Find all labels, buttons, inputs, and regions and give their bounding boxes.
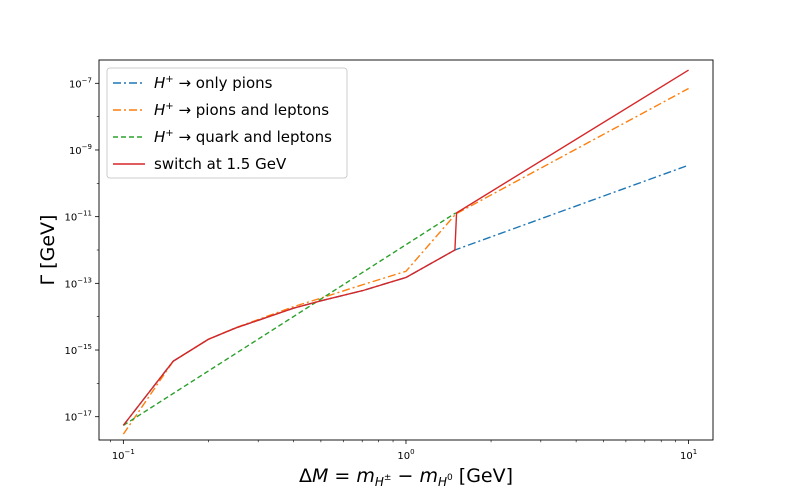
y-tick-label: 10−13 <box>64 276 92 290</box>
y-tick-label: 10−15 <box>64 343 92 357</box>
y-axis-title: Γ [GeV] <box>37 215 59 286</box>
ticks-layer: 10−1 100 101 10−17 10−15 10−13 10−11 10−9 10−7 <box>64 76 697 462</box>
legend-box <box>106 67 348 179</box>
series-line-4 <box>122 69 689 426</box>
y-tick-label: 10−7 <box>69 76 92 90</box>
y-tick-label: 10−17 <box>64 410 92 424</box>
x-tick-label: 10−1 <box>112 448 135 462</box>
series-layer <box>122 69 689 435</box>
x-tick-label: 100 <box>397 448 414 462</box>
legend-label-1: H+ → only pions <box>154 74 273 92</box>
legend-label-3: H+ → quark and leptons <box>154 128 332 146</box>
legend: H+ → only pions H+ → pions and leptons H+ … <box>106 67 348 179</box>
legend-label-2: H+ → pions and leptons <box>154 101 329 119</box>
series-line-3 <box>122 212 457 426</box>
legend-label-4: switch at 1.5 GeV <box>154 155 287 173</box>
x-axis-title: ΔM = mH± − mH0 [GeV] <box>299 465 513 489</box>
y-tick-label: 10−11 <box>64 210 92 224</box>
x-tick-label: 101 <box>680 448 697 462</box>
y-tick-label: 10−9 <box>69 143 92 157</box>
